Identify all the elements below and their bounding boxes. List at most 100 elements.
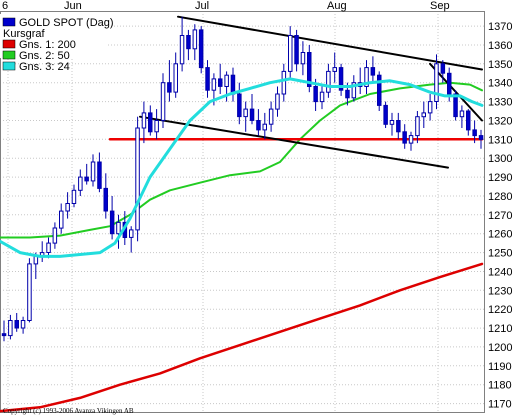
candle (179, 16, 185, 72)
y-tick-label: 1370 (488, 21, 512, 33)
candle (135, 116, 140, 242)
candle-body-up (351, 82, 357, 99)
y-tick-label: 1350 (488, 59, 512, 71)
candle-body-up (389, 120, 395, 125)
legend-label: GOLD SPOT (Dag) (19, 17, 114, 29)
candle (377, 71, 382, 111)
candle (288, 26, 293, 79)
candle (434, 54, 439, 110)
candle (205, 60, 210, 98)
candle-body-up (326, 70, 331, 93)
legend-swatch (2, 17, 16, 27)
candle-body-up (288, 35, 293, 72)
y-tick-label: 1360 (488, 40, 512, 52)
candle (148, 105, 153, 136)
candle (389, 112, 395, 136)
candle-body-up (275, 93, 280, 110)
y-tick-label: 1310 (488, 134, 512, 146)
candle (109, 196, 115, 240)
legend-swatch (2, 61, 16, 71)
y-tick-label: 1300 (488, 153, 512, 165)
candle-body-down (472, 129, 477, 137)
y-tick-label: 1330 (488, 97, 512, 109)
candle (198, 26, 204, 74)
candle (154, 109, 159, 140)
candle-body-down (167, 82, 172, 93)
candle (141, 101, 147, 144)
candle-body-up (243, 108, 248, 118)
candle (46, 237, 51, 259)
ma-50-path (0, 81, 483, 239)
candle-body-up (224, 74, 229, 87)
candle-body-down (377, 74, 382, 106)
y-tick-label: 1220 (488, 304, 512, 316)
candle-body-up (129, 229, 134, 238)
candle (218, 63, 223, 94)
candle-body-up (459, 110, 465, 118)
candle (275, 86, 280, 117)
candle-body-up (332, 67, 337, 72)
candle-body-down (237, 93, 242, 118)
candle-body-up (33, 255, 39, 265)
candle (116, 214, 121, 249)
candle (300, 41, 306, 76)
candle (71, 184, 77, 208)
candle-body-up (173, 63, 178, 93)
y-tick-label: 1340 (488, 78, 512, 90)
ma-200-path (0, 262, 484, 413)
candle-body-up (160, 82, 166, 121)
y-tick-label: 1180 (488, 380, 512, 392)
candle (20, 316, 26, 334)
candle-body-down (256, 120, 261, 131)
candle (281, 63, 287, 102)
candle-body-up (364, 67, 369, 87)
x-tick-label: Jun (64, 0, 82, 12)
candle (186, 29, 191, 61)
candle (402, 124, 407, 149)
candle (8, 314, 13, 340)
candle-body-down (478, 135, 484, 140)
candle-body-down (396, 120, 401, 133)
candle-body-down (345, 89, 350, 99)
candle (364, 60, 369, 94)
candle-body-up (408, 135, 414, 144)
candle-body-down (338, 67, 344, 91)
candle-body-down (84, 176, 89, 182)
candle (408, 131, 414, 151)
candle (1, 320, 7, 342)
y-tick-label: 1190 (488, 361, 512, 373)
candle (332, 52, 337, 83)
y-tick-label: 1270 (488, 210, 512, 222)
candle-body-down (218, 78, 223, 87)
trend-line (177, 15, 483, 71)
candle (478, 129, 484, 149)
candle-body-up (46, 242, 51, 254)
y-tick-label: 1210 (488, 323, 512, 335)
candle (326, 63, 331, 98)
candle (415, 111, 420, 144)
candle-body-up (319, 91, 325, 103)
candle (59, 203, 64, 234)
plot-border (0, 11, 485, 413)
candle (173, 52, 178, 98)
candle-body-up (78, 176, 83, 191)
y-tick-label: 1230 (488, 285, 512, 297)
copyright-text: Copyright (c) 1993-2006 Avanza Vikingen … (3, 407, 134, 415)
legend-label: Gns. 3: 24 (19, 61, 70, 73)
candle-body-up (192, 29, 198, 50)
candle (65, 192, 70, 219)
candle-body-up (427, 101, 433, 114)
legend-label: Gns. 2: 50 (19, 50, 70, 62)
candle-body-down (370, 67, 376, 76)
candle (52, 222, 58, 249)
candle-body-down (447, 72, 452, 95)
candle-body-up (71, 189, 77, 205)
candle (370, 56, 376, 83)
candle-body-down (148, 112, 153, 133)
candle-body-up (27, 263, 32, 321)
x-tick-label: Jul (195, 0, 209, 12)
candle (192, 24, 198, 61)
candle-body-up (65, 203, 70, 212)
